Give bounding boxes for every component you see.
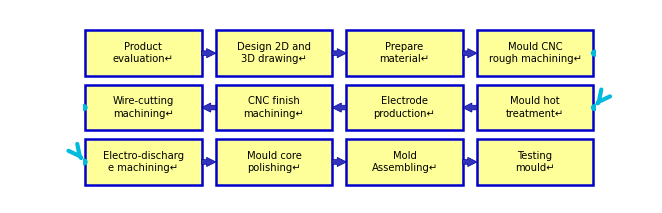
FancyBboxPatch shape bbox=[85, 139, 201, 185]
FancyArrow shape bbox=[332, 157, 346, 167]
FancyBboxPatch shape bbox=[85, 85, 201, 130]
FancyArrow shape bbox=[463, 49, 477, 58]
FancyArrow shape bbox=[332, 103, 346, 112]
FancyBboxPatch shape bbox=[216, 30, 332, 76]
Text: Mold
Assembling↵: Mold Assembling↵ bbox=[371, 151, 438, 173]
FancyBboxPatch shape bbox=[85, 30, 201, 76]
FancyBboxPatch shape bbox=[216, 85, 332, 130]
FancyBboxPatch shape bbox=[477, 85, 593, 130]
FancyBboxPatch shape bbox=[346, 30, 463, 76]
FancyArrow shape bbox=[332, 49, 346, 58]
Text: Design 2D and
3D drawing↵: Design 2D and 3D drawing↵ bbox=[237, 42, 311, 64]
Text: CNC finish
machining↵: CNC finish machining↵ bbox=[244, 96, 305, 119]
Text: Product
evaluation↵: Product evaluation↵ bbox=[113, 42, 174, 64]
FancyArrow shape bbox=[201, 103, 216, 112]
Text: Wire-cutting
machining↵: Wire-cutting machining↵ bbox=[113, 96, 174, 119]
FancyBboxPatch shape bbox=[216, 139, 332, 185]
FancyBboxPatch shape bbox=[477, 30, 593, 76]
FancyArrow shape bbox=[463, 103, 477, 112]
Text: Prepare
material↵: Prepare material↵ bbox=[379, 42, 430, 64]
FancyArrow shape bbox=[201, 157, 216, 167]
Text: Electro-discharg
e machining↵: Electro-discharg e machining↵ bbox=[103, 151, 184, 173]
FancyArrow shape bbox=[201, 49, 216, 58]
FancyBboxPatch shape bbox=[346, 139, 463, 185]
FancyArrow shape bbox=[463, 157, 477, 167]
Text: Mould hot
treatment↵: Mould hot treatment↵ bbox=[506, 96, 564, 119]
Text: Testing
mould↵: Testing mould↵ bbox=[515, 151, 555, 173]
Text: Mould core
polishing↵: Mould core polishing↵ bbox=[246, 151, 301, 173]
Text: Mould CNC
rough machining↵: Mould CNC rough machining↵ bbox=[489, 42, 582, 64]
FancyBboxPatch shape bbox=[477, 139, 593, 185]
FancyBboxPatch shape bbox=[346, 85, 463, 130]
Text: Electrode
production↵: Electrode production↵ bbox=[373, 96, 436, 119]
